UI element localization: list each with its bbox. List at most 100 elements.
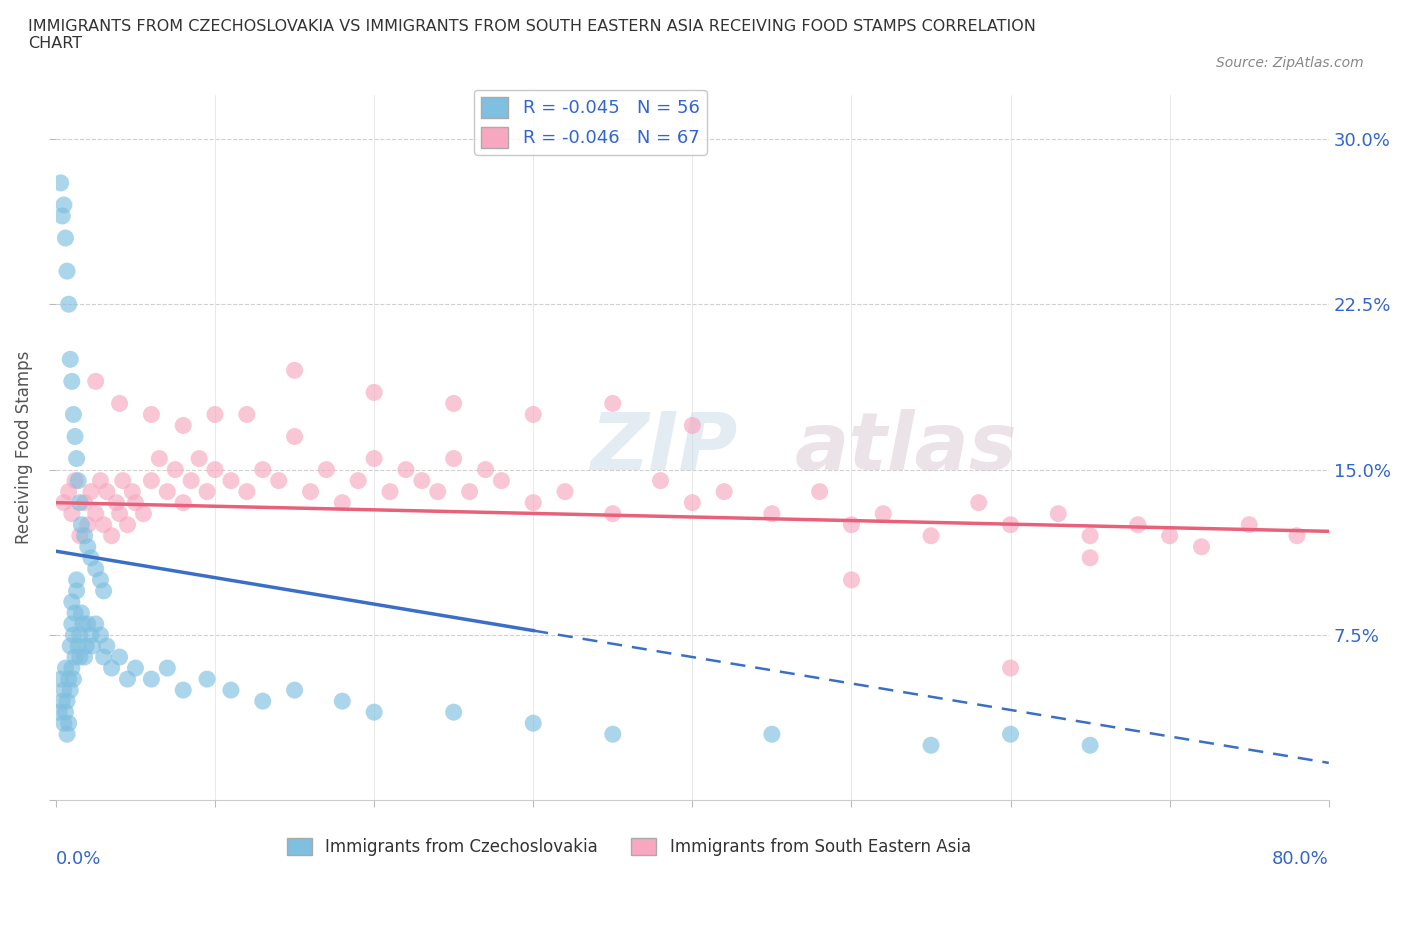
Point (63, 473, 86, 488)
Point (82, 639, 104, 654)
Point (141, 407, 163, 422)
Point (48, 705, 70, 720)
Point (80, 485, 103, 499)
Point (284, 683, 307, 698)
Point (60, 374, 83, 389)
Point (522, 407, 544, 422)
Point (56, 264, 79, 279)
Point (108, 506, 131, 521)
Point (1078, 737, 1101, 752)
Point (89, 628, 111, 643)
Point (522, 716, 544, 731)
Point (58, 671, 80, 686)
Point (56, 694, 79, 709)
Point (84, 562, 107, 577)
Point (69, 628, 91, 643)
Point (1237, 517, 1260, 532)
Point (69, 649, 91, 664)
Point (713, 485, 735, 499)
Point (920, 737, 942, 752)
Point (51, 208, 73, 223)
Point (1159, 528, 1181, 543)
Point (49, 671, 72, 686)
Point (69, 528, 91, 543)
Point (63, 429, 86, 444)
Point (1126, 517, 1149, 532)
Point (62, 628, 84, 643)
Point (100, 528, 122, 543)
Point (156, 485, 179, 499)
Point (111, 473, 134, 488)
Point (426, 485, 449, 499)
Point (761, 506, 783, 521)
Point (93, 583, 115, 598)
Point (84, 617, 107, 631)
Point (1000, 517, 1022, 532)
Point (62, 671, 84, 686)
Point (841, 572, 863, 587)
Point (1047, 506, 1070, 521)
Legend: R = -0.045   N = 56, R = -0.046   N = 67: R = -0.045 N = 56, R = -0.046 N = 67 (474, 89, 707, 154)
Point (96, 639, 118, 654)
Point (117, 671, 139, 686)
Point (522, 495, 544, 510)
Point (72, 617, 94, 631)
Point (602, 396, 624, 411)
Point (148, 451, 170, 466)
Point (1078, 528, 1101, 543)
Text: ZIP: ZIP (591, 408, 738, 486)
Point (299, 485, 322, 499)
Point (56, 726, 79, 741)
Point (252, 462, 274, 477)
Point (1285, 528, 1308, 543)
Point (55, 231, 77, 246)
Point (60, 594, 83, 609)
Point (156, 660, 179, 675)
Point (93, 517, 115, 532)
Point (105, 495, 128, 510)
Point (363, 705, 385, 720)
Point (491, 473, 513, 488)
Point (195, 485, 218, 499)
Point (267, 473, 290, 488)
Point (378, 485, 401, 499)
Point (330, 694, 353, 709)
Point (65, 583, 87, 598)
Point (1191, 539, 1213, 554)
Point (363, 451, 385, 466)
Point (67, 473, 90, 488)
Point (63, 649, 86, 664)
Point (75, 639, 97, 654)
Point (284, 363, 307, 378)
Point (443, 705, 465, 720)
Point (236, 407, 259, 422)
Point (347, 473, 370, 488)
Point (52, 495, 75, 510)
Point (70, 605, 93, 620)
Point (650, 473, 672, 488)
Point (1078, 551, 1101, 565)
Point (554, 485, 576, 499)
Point (602, 506, 624, 521)
Point (1000, 726, 1022, 741)
Point (681, 495, 703, 510)
Point (188, 451, 211, 466)
Point (411, 473, 433, 488)
Point (59, 352, 82, 366)
Point (808, 485, 831, 499)
Point (204, 407, 226, 422)
Point (124, 495, 146, 510)
Point (172, 418, 194, 433)
Y-axis label: Receiving Food Stamps: Receiving Food Stamps (15, 351, 32, 544)
Point (89, 473, 111, 488)
Point (443, 396, 465, 411)
Point (458, 485, 481, 499)
Point (89, 572, 111, 587)
Point (60, 506, 83, 521)
Point (58, 485, 80, 499)
Point (60, 617, 83, 631)
Point (1000, 660, 1022, 675)
Point (69, 495, 91, 510)
Point (55, 660, 77, 675)
Point (252, 694, 274, 709)
